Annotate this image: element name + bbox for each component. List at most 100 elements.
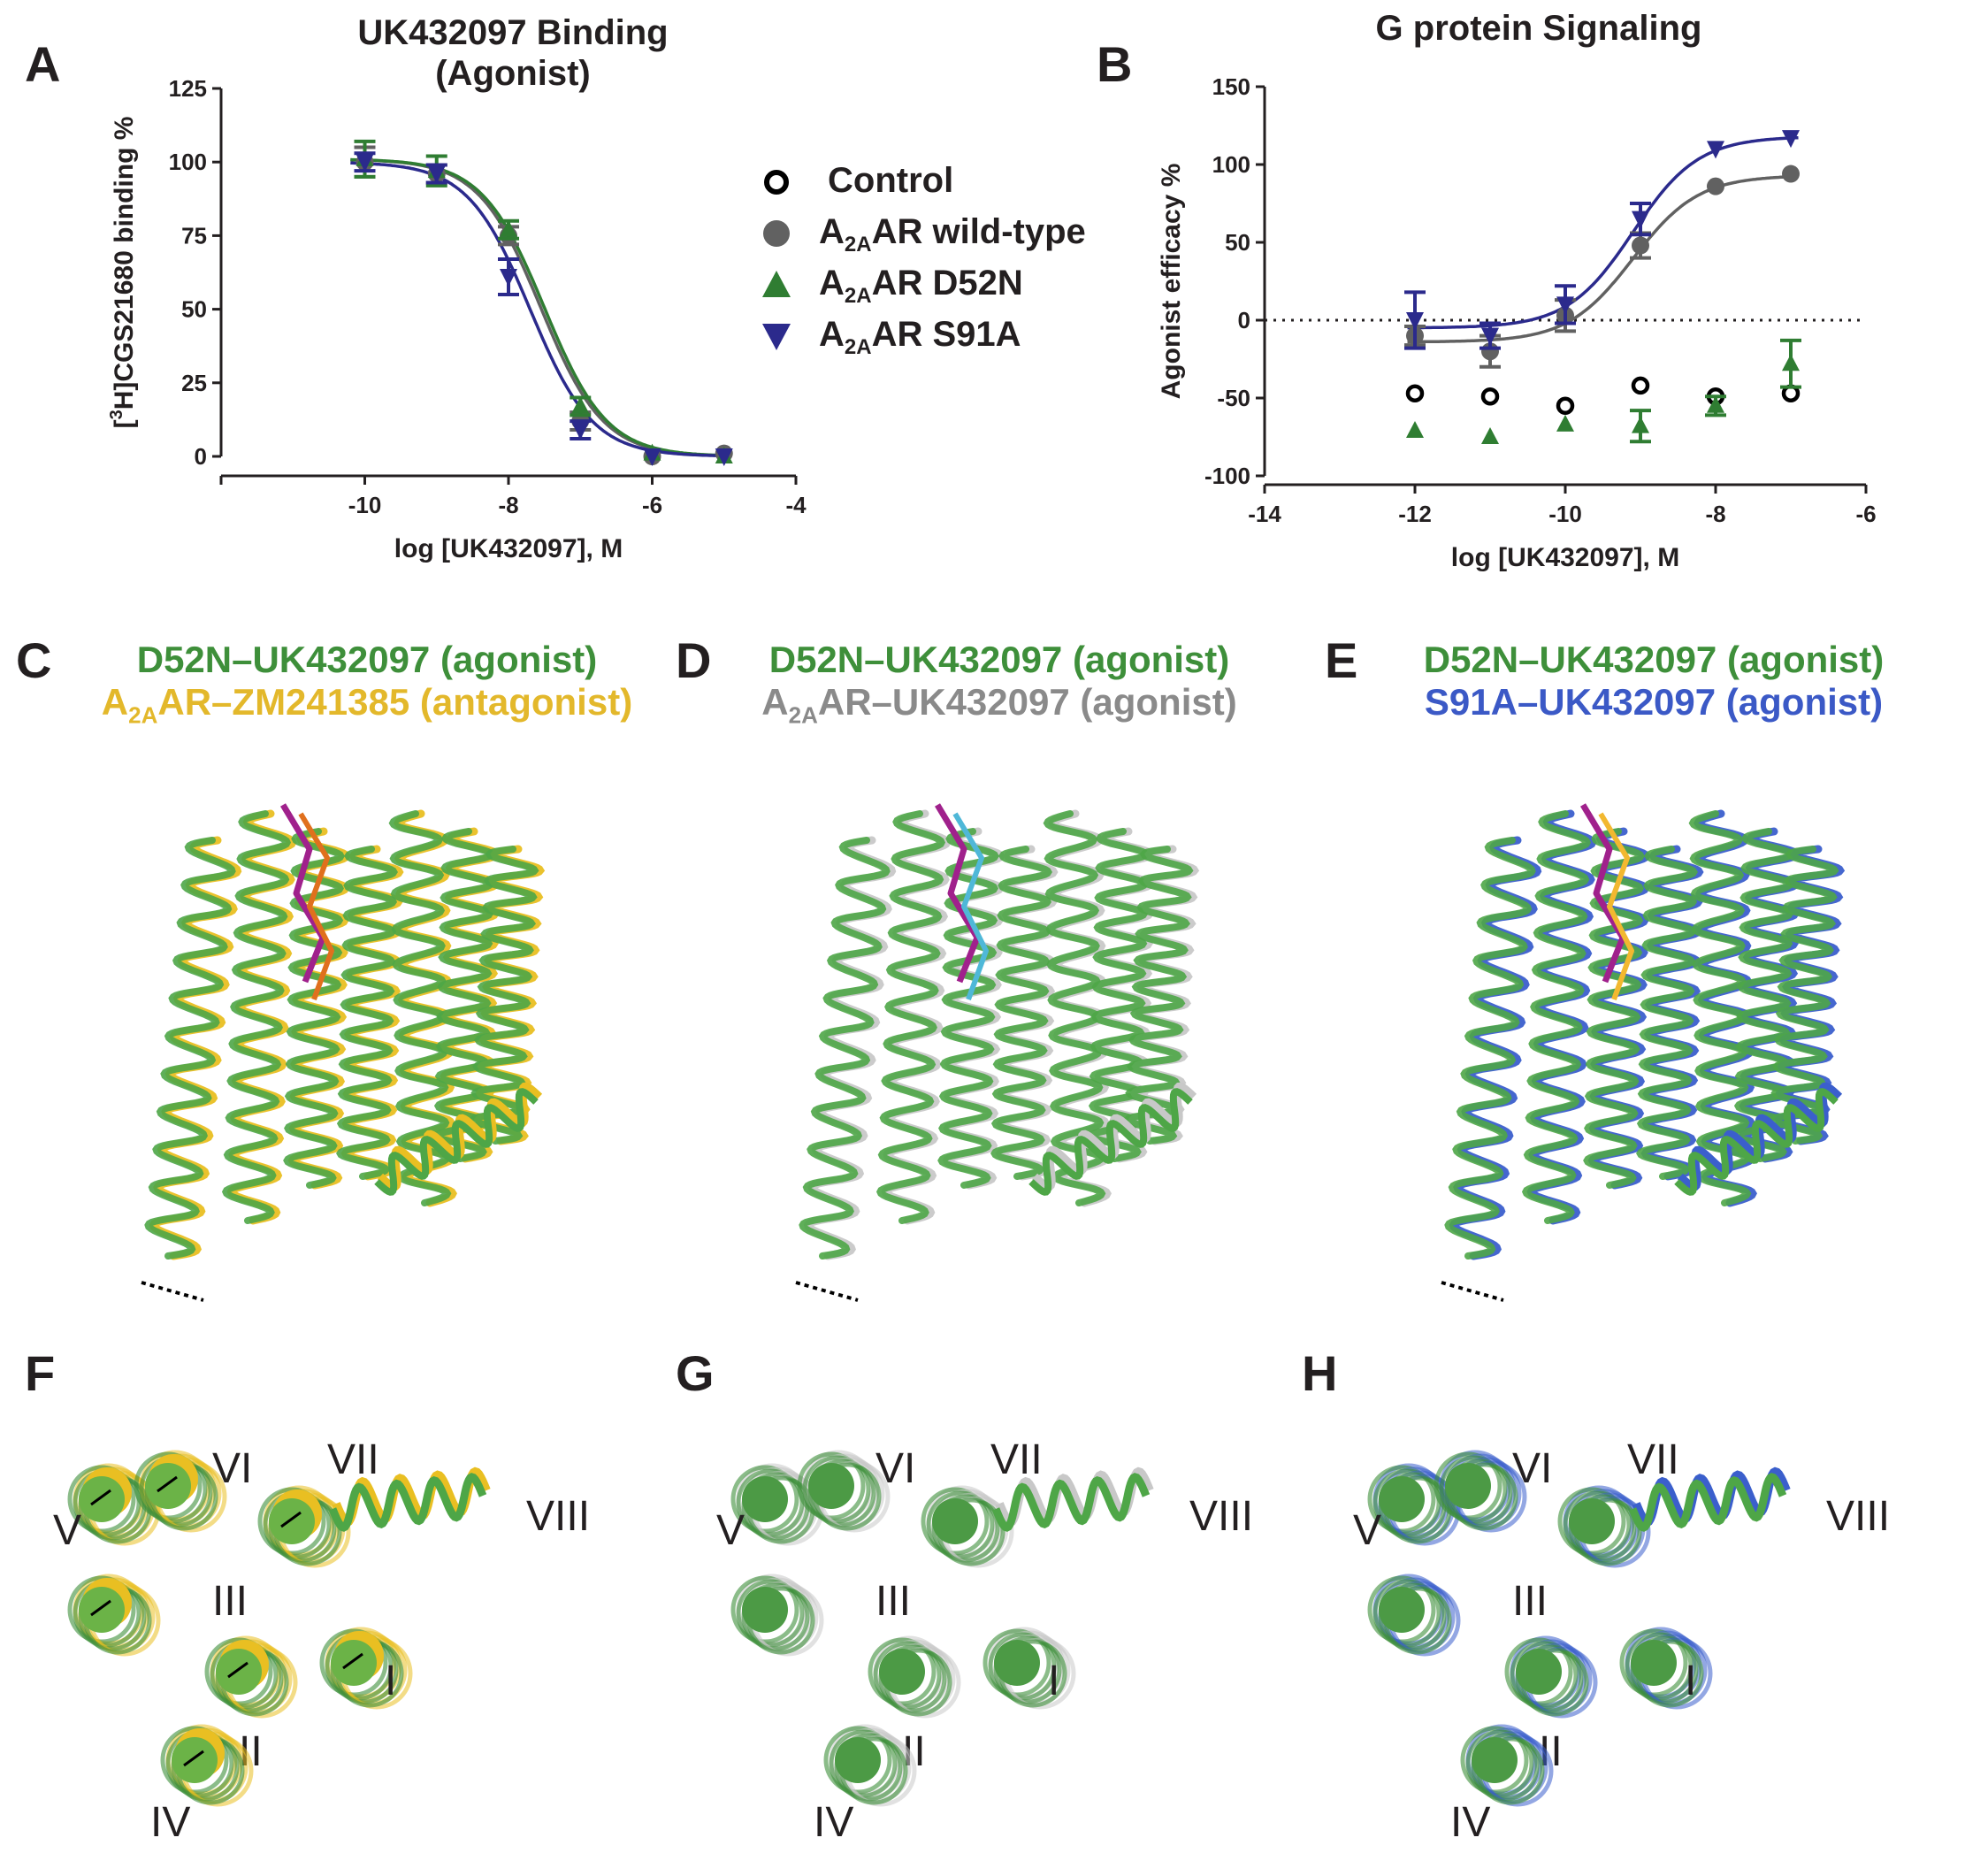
y-tick-label: 50 xyxy=(1225,229,1250,256)
y-tick-label: 150 xyxy=(1212,73,1250,100)
helix-axis-marker xyxy=(1445,1463,1491,1509)
helix-coil xyxy=(1439,1455,1508,1524)
panel-c-title: D52N–UK432097 (agonist) A2AAR–ZM241385 (… xyxy=(62,639,672,729)
helix-coil xyxy=(319,1628,388,1697)
data-point xyxy=(356,154,374,172)
chart-b-signaling: -100 -50 0 50 100 150 -14 -12 -10 -8 -6 log [UK4320… xyxy=(1157,73,1877,572)
panel-d-title: D52N–UK432097 (agonist) A2AAR–UK432097 (… xyxy=(725,639,1273,729)
data-point xyxy=(571,396,590,414)
legend-wt-a: A xyxy=(819,212,845,251)
helix-axis-marker xyxy=(1379,1587,1425,1633)
data-point xyxy=(715,448,733,466)
helix-label-vi: VI xyxy=(212,1445,252,1492)
helix-axis-marker xyxy=(172,1737,218,1783)
helix-coil xyxy=(730,1575,799,1644)
panel-d-line2-main: AR–UK432097 (agonist) xyxy=(817,681,1237,723)
data-point xyxy=(1707,177,1724,195)
legend-open-circle-marker xyxy=(764,170,789,195)
helix-coil xyxy=(1619,1628,1688,1697)
helix-axis-marker xyxy=(269,1498,315,1544)
fit-curve xyxy=(350,157,731,457)
fit-curve xyxy=(1407,135,1799,330)
data-point xyxy=(500,268,517,287)
data-point xyxy=(1556,296,1574,315)
data-point xyxy=(1631,376,1650,395)
data-point xyxy=(571,422,590,440)
legend-wt-label: A2AAR wild-type xyxy=(819,212,1086,257)
helix-tm3 xyxy=(1583,828,1645,1189)
y-tick-label: -100 xyxy=(1204,463,1250,489)
structure-overlay-d xyxy=(795,803,1200,1302)
data-point xyxy=(1556,414,1574,432)
helix-axis-marker xyxy=(1472,1737,1518,1783)
y-axis-label: [3H]CGS21680 binding % xyxy=(107,117,139,429)
panel-letter-e: E xyxy=(1325,632,1358,688)
helix-label-v: V xyxy=(1353,1507,1381,1554)
y-tick-label: 50 xyxy=(181,296,207,323)
helix-axis-marker xyxy=(1631,1640,1677,1686)
helix-axis-marker xyxy=(79,1476,125,1522)
helix-tm2 xyxy=(221,810,292,1224)
helix-axis-marker xyxy=(994,1640,1040,1686)
chart-a-title-line1: UK432097 Binding xyxy=(357,13,669,52)
helix-coil xyxy=(67,1575,136,1644)
data-point xyxy=(1481,327,1499,346)
data-point xyxy=(1782,165,1800,183)
helix-axis-marker xyxy=(808,1463,854,1509)
helix-8 xyxy=(1628,1473,1787,1532)
helix-label-vi: VI xyxy=(1512,1445,1552,1492)
y-axis-label: Agonist efficacy % xyxy=(1157,164,1186,400)
x-tick-label: -10 xyxy=(348,492,382,518)
helix-tm2 xyxy=(1521,810,1592,1224)
shift-arrow xyxy=(227,1661,248,1679)
helix-label-viii: VIII xyxy=(1826,1493,1890,1540)
x-tick-label: -6 xyxy=(642,492,662,518)
helix-label-viii: VIII xyxy=(1189,1493,1253,1540)
helix-tm2 xyxy=(875,810,946,1224)
helix-coil xyxy=(982,1628,1051,1697)
helix-coil xyxy=(257,1487,326,1556)
helix-coil xyxy=(988,1632,1057,1701)
helix-coil xyxy=(797,1451,866,1520)
panel-c-line2: A2AAR–ZM241385 (antagonist) xyxy=(101,681,633,729)
helix-tm1 xyxy=(144,837,236,1260)
legend-s91a-sub: 2A xyxy=(844,335,872,359)
helix-8 xyxy=(1674,1088,1839,1196)
helix-label-vii: VII xyxy=(1627,1436,1679,1483)
x-tick-label: -4 xyxy=(785,492,807,518)
fit-curve xyxy=(1407,174,1799,344)
helix-label-v: V xyxy=(716,1507,745,1554)
fit-curve xyxy=(350,161,731,458)
helix-label-viii: VIII xyxy=(526,1493,590,1540)
helix-axis-marker xyxy=(835,1737,881,1783)
helix-axis-marker xyxy=(216,1649,262,1695)
panel-e-line2: S91A–UK432097 (agonist) xyxy=(1424,681,1884,723)
helix-label-iii: III xyxy=(875,1578,911,1625)
shift-arrow xyxy=(280,1511,302,1528)
helix-tm4 xyxy=(1636,846,1698,1180)
helix-tm3 xyxy=(283,828,345,1189)
helix-axis-marker xyxy=(879,1649,925,1695)
helix-coil xyxy=(1563,1490,1632,1559)
data-point xyxy=(427,165,446,184)
legend-d52n: A2AAR D52N xyxy=(761,262,1132,311)
legend-wt: A2AAR wild-type xyxy=(761,211,1132,260)
helix-tm7 xyxy=(469,846,539,1145)
helix-coil xyxy=(868,1637,937,1706)
data-point xyxy=(1707,141,1724,159)
data-point xyxy=(1481,427,1499,444)
helix-coil xyxy=(1367,1575,1436,1644)
helix-coil xyxy=(1510,1641,1579,1710)
ligand-1 xyxy=(1579,803,1626,984)
helix-axis-marker xyxy=(145,1463,191,1509)
shift-arrow xyxy=(183,1750,204,1767)
x-tick-label: -8 xyxy=(498,492,518,518)
y-tick-label: 0 xyxy=(1238,307,1250,333)
ligand-2 xyxy=(298,812,334,1001)
x-tick-label: -10 xyxy=(1548,501,1582,527)
legend-s91a-a: A xyxy=(819,315,845,354)
helix-coil xyxy=(926,1490,995,1559)
helix-coil xyxy=(204,1637,273,1706)
helix-tm4 xyxy=(990,846,1052,1180)
helix-tm5 xyxy=(1043,810,1106,1206)
